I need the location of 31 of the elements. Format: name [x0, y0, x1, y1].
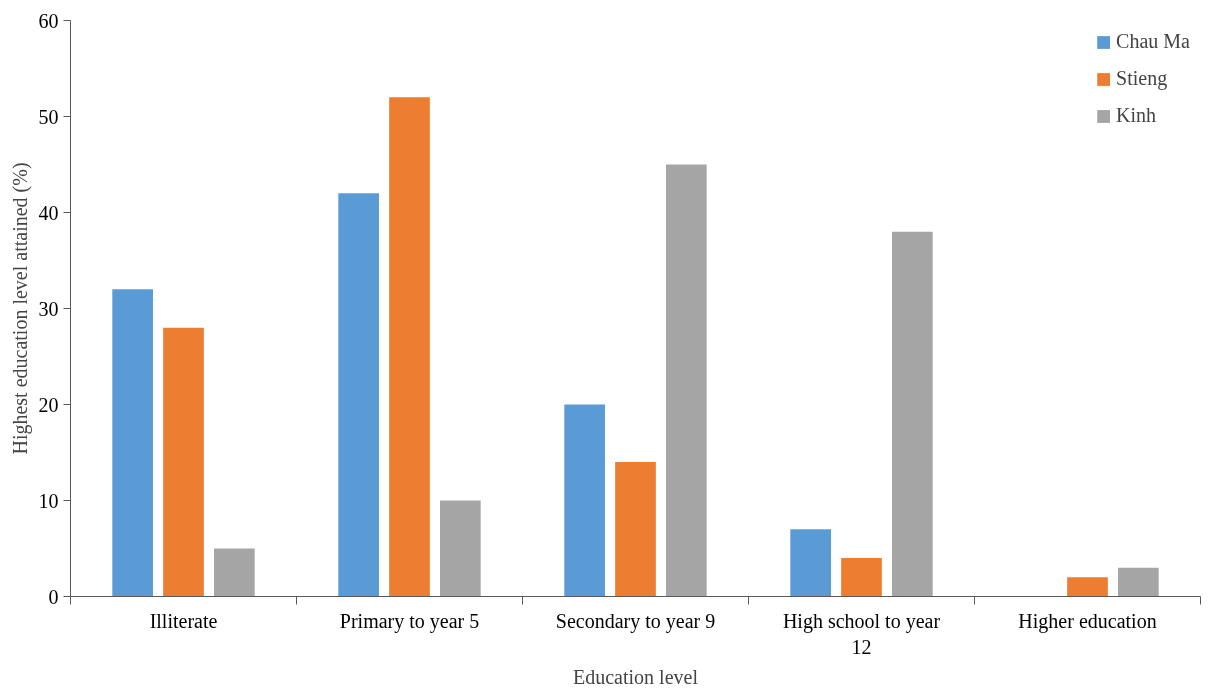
x-tick-label: Higher education: [1018, 609, 1157, 633]
legend-label: Stieng: [1116, 67, 1168, 90]
x-axis-title: Education level: [573, 665, 699, 688]
y-tick-label: 40: [38, 201, 59, 224]
bar: [389, 97, 430, 597]
y-tick-label: 50: [38, 105, 59, 128]
x-tick-label: Illiterate: [149, 609, 218, 632]
bar: [790, 529, 831, 597]
legend-label: Chau Ma: [1116, 30, 1190, 53]
bar: [163, 327, 204, 597]
bar: [564, 404, 605, 597]
bar: [440, 500, 481, 597]
y-axis-title: Highest education level attained (%): [8, 162, 32, 455]
bar: [1118, 567, 1159, 597]
x-tick-label: High school to year 12: [782, 609, 941, 658]
bar: [338, 193, 379, 597]
bar: [1067, 577, 1108, 597]
bar: [841, 558, 882, 597]
bar: [615, 462, 656, 597]
x-tick-label: Secondary to year 9: [555, 609, 716, 633]
legend-label: Kinh: [1116, 104, 1157, 127]
y-tick-label: 60: [38, 9, 59, 32]
bar: [112, 289, 153, 597]
y-tick-label: 10: [38, 489, 59, 512]
bar: [892, 231, 933, 597]
bar: [214, 548, 255, 597]
y-tick-label: 30: [38, 297, 59, 320]
y-tick-label: 20: [38, 393, 59, 416]
bar: [666, 164, 707, 597]
y-tick-label: 0: [48, 585, 59, 608]
x-tick-label: Primary to year 5: [339, 609, 480, 633]
